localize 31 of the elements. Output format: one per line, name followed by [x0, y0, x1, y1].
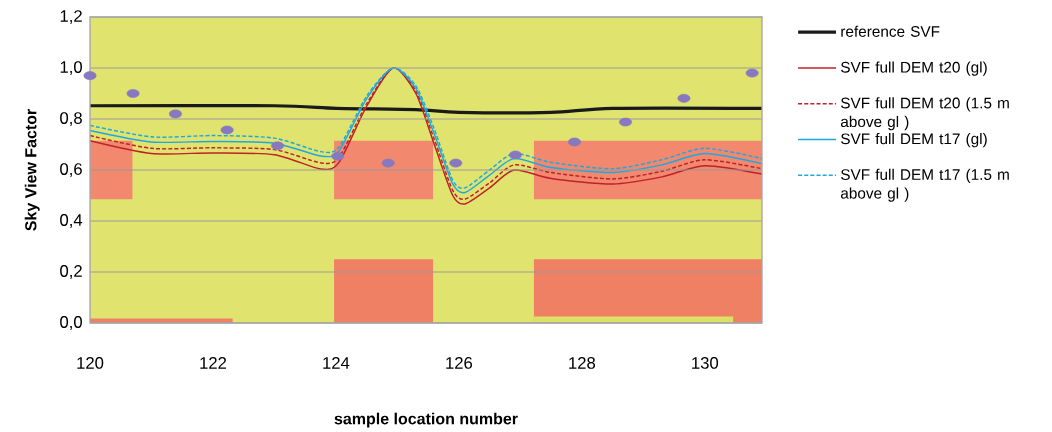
x-tick-label: 128	[569, 357, 596, 369]
point	[381, 158, 395, 168]
point	[169, 109, 182, 119]
y-tick-label: 0,6	[60, 163, 82, 177]
x-tick-label: 130	[692, 357, 719, 369]
point	[509, 150, 522, 160]
point	[619, 117, 632, 127]
legend-label: SVF full DEM t20 (gl)	[841, 61, 987, 76]
y-axis-title: Sky View Factor	[24, 109, 40, 231]
point	[220, 125, 234, 135]
y-tick-label: 1,2	[60, 10, 82, 24]
x-tick-label: 126	[446, 357, 473, 369]
legend-label: SVF full DEM t17 (gl)	[841, 132, 987, 148]
point	[568, 137, 581, 147]
line-series	[88, 104, 764, 115]
y-tick-label: 0,4	[60, 214, 83, 228]
x-tick-label: 122	[200, 357, 227, 369]
point	[271, 141, 284, 151]
y-tick-label: 0,8	[60, 112, 82, 126]
point	[331, 151, 345, 161]
y-tick-label: 1,0	[60, 61, 82, 75]
x-tick-label: 120	[77, 357, 104, 369]
x-tick-label: 124	[323, 357, 350, 369]
y-tick-label: 0,2	[60, 265, 82, 279]
y-tick-label: 0,0	[60, 316, 82, 330]
point	[745, 68, 759, 78]
legend-label: SVF full DEM t17 (1.5 m above gl )	[840, 168, 1009, 202]
legend-label: reference SVF	[841, 25, 940, 37]
legend-label: SVF full DEM t20 (1.5 m above gl )	[840, 97, 1009, 131]
point	[449, 158, 463, 168]
x-axis-title: sample location number	[334, 412, 518, 428]
